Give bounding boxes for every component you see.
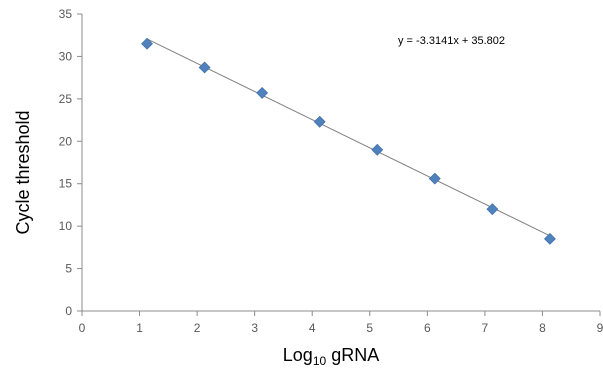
x-tick-label: 1 [136,321,143,335]
y-tick-label: 20 [59,134,73,148]
x-tick-label: 9 [597,321,603,335]
y-axis-title: Cycle threshold [13,110,33,234]
x-axis-title-subscript: 10 [313,354,327,368]
x-tick-label: 2 [194,321,201,335]
trendline [146,38,551,237]
x-tick-label: 3 [251,321,258,335]
data-point [371,143,384,156]
x-axis-title-main: Log [283,345,313,365]
data-points [141,37,556,245]
x-tick-label: 6 [424,321,431,335]
y-tick-label: 35 [59,7,73,21]
trendline-equation: y = -3.3141x + 35.802 [398,35,505,47]
data-point [313,115,326,128]
data-point [486,203,499,216]
x-tick-label: 7 [482,321,489,335]
y-tick-label: 5 [65,262,72,276]
data-point [256,86,269,99]
x-axis-title-suffix: gRNA [326,345,379,365]
x-tick-label: 4 [309,321,316,335]
data-point [198,61,211,74]
y-axis-ticks: 0 5 10 15 20 25 30 35 [59,7,82,318]
data-point [428,172,441,185]
y-tick-label: 25 [59,92,73,106]
x-tick-label: 5 [366,321,373,335]
data-point [141,37,153,50]
plot-area: 0 5 10 15 20 25 30 35 0 1 2 3 4 5 6 7 8 9 y = -3.3141x +… [59,7,603,335]
y-tick-label: 15 [59,177,73,191]
y-tick-label: 30 [59,49,73,63]
x-tick-label: 0 [79,321,86,335]
x-tick-label: 8 [539,321,546,335]
x-axis-title: Log10 gRNA [283,345,379,368]
y-tick-label: 10 [59,219,73,233]
x-axis-ticks: 0 1 2 3 4 5 6 7 8 9 [79,311,603,335]
y-tick-label: 0 [65,304,72,318]
data-point [544,232,556,245]
